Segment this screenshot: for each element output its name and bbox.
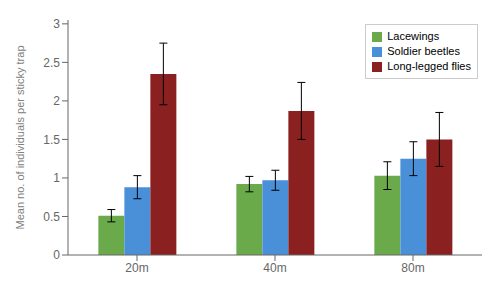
svg-text:1: 1 <box>53 171 60 185</box>
svg-text:0.5: 0.5 <box>43 210 60 224</box>
svg-text:3: 3 <box>53 17 60 31</box>
svg-text:1.5: 1.5 <box>43 133 60 147</box>
svg-text:20m: 20m <box>125 261 148 275</box>
svg-text:2: 2 <box>53 94 60 108</box>
svg-text:40m: 40m <box>263 261 286 275</box>
svg-text:Mean no. of individuals per st: Mean no. of individuals per sticky trap <box>14 45 26 229</box>
svg-text:80m: 80m <box>401 261 424 275</box>
html-text:Long-legged flies: Long-legged flies <box>387 60 471 72</box>
html-text:Lacewings: Lacewings <box>387 30 440 42</box>
html-text:Soldier beetles: Soldier beetles <box>387 45 460 57</box>
svg-text:0: 0 <box>53 248 60 262</box>
svg-text:2.5: 2.5 <box>43 56 60 70</box>
